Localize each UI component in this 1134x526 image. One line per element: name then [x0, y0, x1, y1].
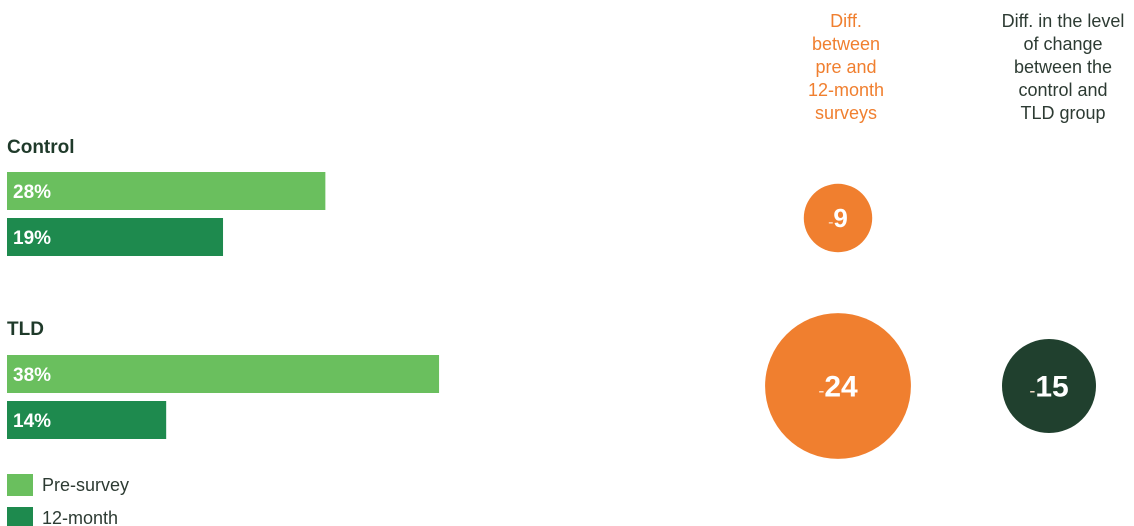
bar-control-pre-survey — [7, 172, 326, 210]
diff-circle-control — [803, 183, 873, 253]
header-line: Diff. in the level — [1001, 11, 1125, 31]
diff-between-surveys-header: Diff. between pre and 12-month surveys — [776, 10, 916, 125]
bar-value-label: 38% — [13, 365, 51, 386]
legend-swatch-pre-survey — [7, 474, 33, 496]
header-line: control and — [1018, 80, 1108, 100]
header-line: surveys — [814, 103, 877, 123]
group-label-tld: TLD — [7, 319, 44, 340]
header-line: 12-month — [807, 80, 885, 100]
diff-circle-tld — [765, 313, 911, 459]
header-line: between the — [1013, 57, 1113, 77]
legend-label-12-month: 12-month — [42, 508, 118, 526]
legend-label-pre-survey: Pre-survey — [42, 475, 129, 495]
header-line: Diff. — [830, 11, 862, 31]
bar-value-label: 28% — [13, 182, 51, 203]
header-line: pre and — [815, 57, 877, 77]
bar-value-label: 14% — [13, 411, 51, 432]
diff-value-label: -9 — [828, 203, 848, 233]
bar-value-label: 19% — [13, 228, 51, 249]
bar-tld-pre-survey — [7, 355, 440, 393]
level-circle-tld — [1002, 339, 1096, 433]
diff-value-label: -24 — [818, 371, 858, 404]
group-label-control: Control — [7, 137, 75, 158]
header-line: TLD group — [1020, 103, 1106, 123]
bar-control-12-month — [7, 218, 224, 256]
diff-level-of-change-header: Diff. in the level of change between the… — [988, 10, 1134, 125]
legend-swatch-12-month — [7, 507, 33, 526]
bar-tld-12-month — [7, 401, 167, 439]
header-line: of change — [1023, 34, 1103, 54]
header-line: between — [811, 34, 881, 54]
level-value-label: -15 — [1029, 371, 1068, 404]
